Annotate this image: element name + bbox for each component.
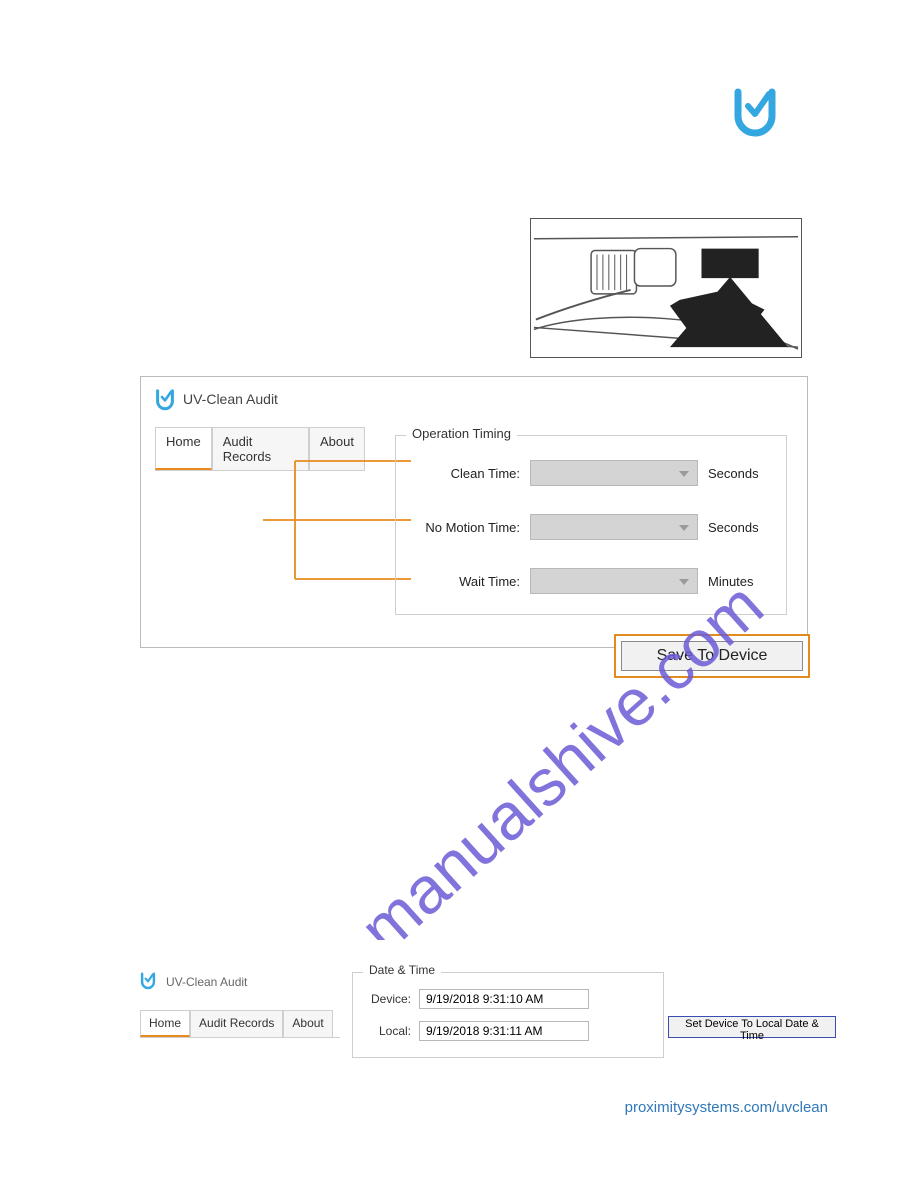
save-to-device-button[interactable]: Save To Device bbox=[621, 641, 803, 671]
app-window: UV-Clean Audit Home Audit Records About … bbox=[140, 376, 808, 648]
tab-home[interactable]: Home bbox=[155, 427, 212, 470]
tab-about-small[interactable]: About bbox=[283, 1010, 332, 1037]
operation-timing-legend: Operation Timing bbox=[406, 426, 517, 441]
clean-time-label: Clean Time: bbox=[396, 466, 520, 481]
set-device-time-button[interactable]: Set Device To Local Date & Time bbox=[668, 1016, 836, 1038]
app-window-small: UV-Clean Audit Home Audit Records About bbox=[140, 972, 340, 1038]
save-button-highlight: Save To Device bbox=[614, 634, 810, 678]
device-time-field[interactable] bbox=[419, 989, 589, 1009]
callout-bracket bbox=[263, 457, 411, 583]
no-motion-time-unit: Seconds bbox=[708, 520, 759, 535]
clean-time-unit: Seconds bbox=[708, 466, 759, 481]
tabs: Home Audit Records About bbox=[155, 427, 365, 471]
date-time-group: Date & Time Device: Local: bbox=[352, 972, 664, 1058]
brand-logo-icon bbox=[732, 88, 778, 143]
no-motion-time-label: No Motion Time: bbox=[396, 520, 520, 535]
date-time-legend: Date & Time bbox=[363, 963, 441, 977]
device-time-label: Device: bbox=[361, 992, 411, 1006]
wait-time-dropdown[interactable] bbox=[530, 568, 698, 594]
operation-timing-group: Operation Timing Clean Time: Seconds No … bbox=[395, 435, 787, 615]
tab-audit-records-small[interactable]: Audit Records bbox=[190, 1010, 283, 1037]
no-motion-time-dropdown[interactable] bbox=[530, 514, 698, 540]
footer-link[interactable]: proximitysystems.com/uvclean bbox=[625, 1099, 828, 1116]
app-title: UV-Clean Audit bbox=[183, 391, 278, 407]
tab-about[interactable]: About bbox=[309, 427, 365, 470]
local-time-label: Local: bbox=[361, 1024, 411, 1038]
local-time-field[interactable] bbox=[419, 1021, 589, 1041]
wait-time-unit: Minutes bbox=[708, 574, 754, 589]
clean-time-dropdown[interactable] bbox=[530, 460, 698, 486]
app-logo-icon bbox=[155, 389, 175, 409]
device-illustration bbox=[530, 218, 802, 358]
tab-home-small[interactable]: Home bbox=[140, 1010, 190, 1037]
tab-audit-records[interactable]: Audit Records bbox=[212, 427, 309, 470]
app-logo-small-icon bbox=[140, 972, 160, 992]
app-title-small: UV-Clean Audit bbox=[166, 975, 247, 989]
wait-time-label: Wait Time: bbox=[396, 574, 520, 589]
